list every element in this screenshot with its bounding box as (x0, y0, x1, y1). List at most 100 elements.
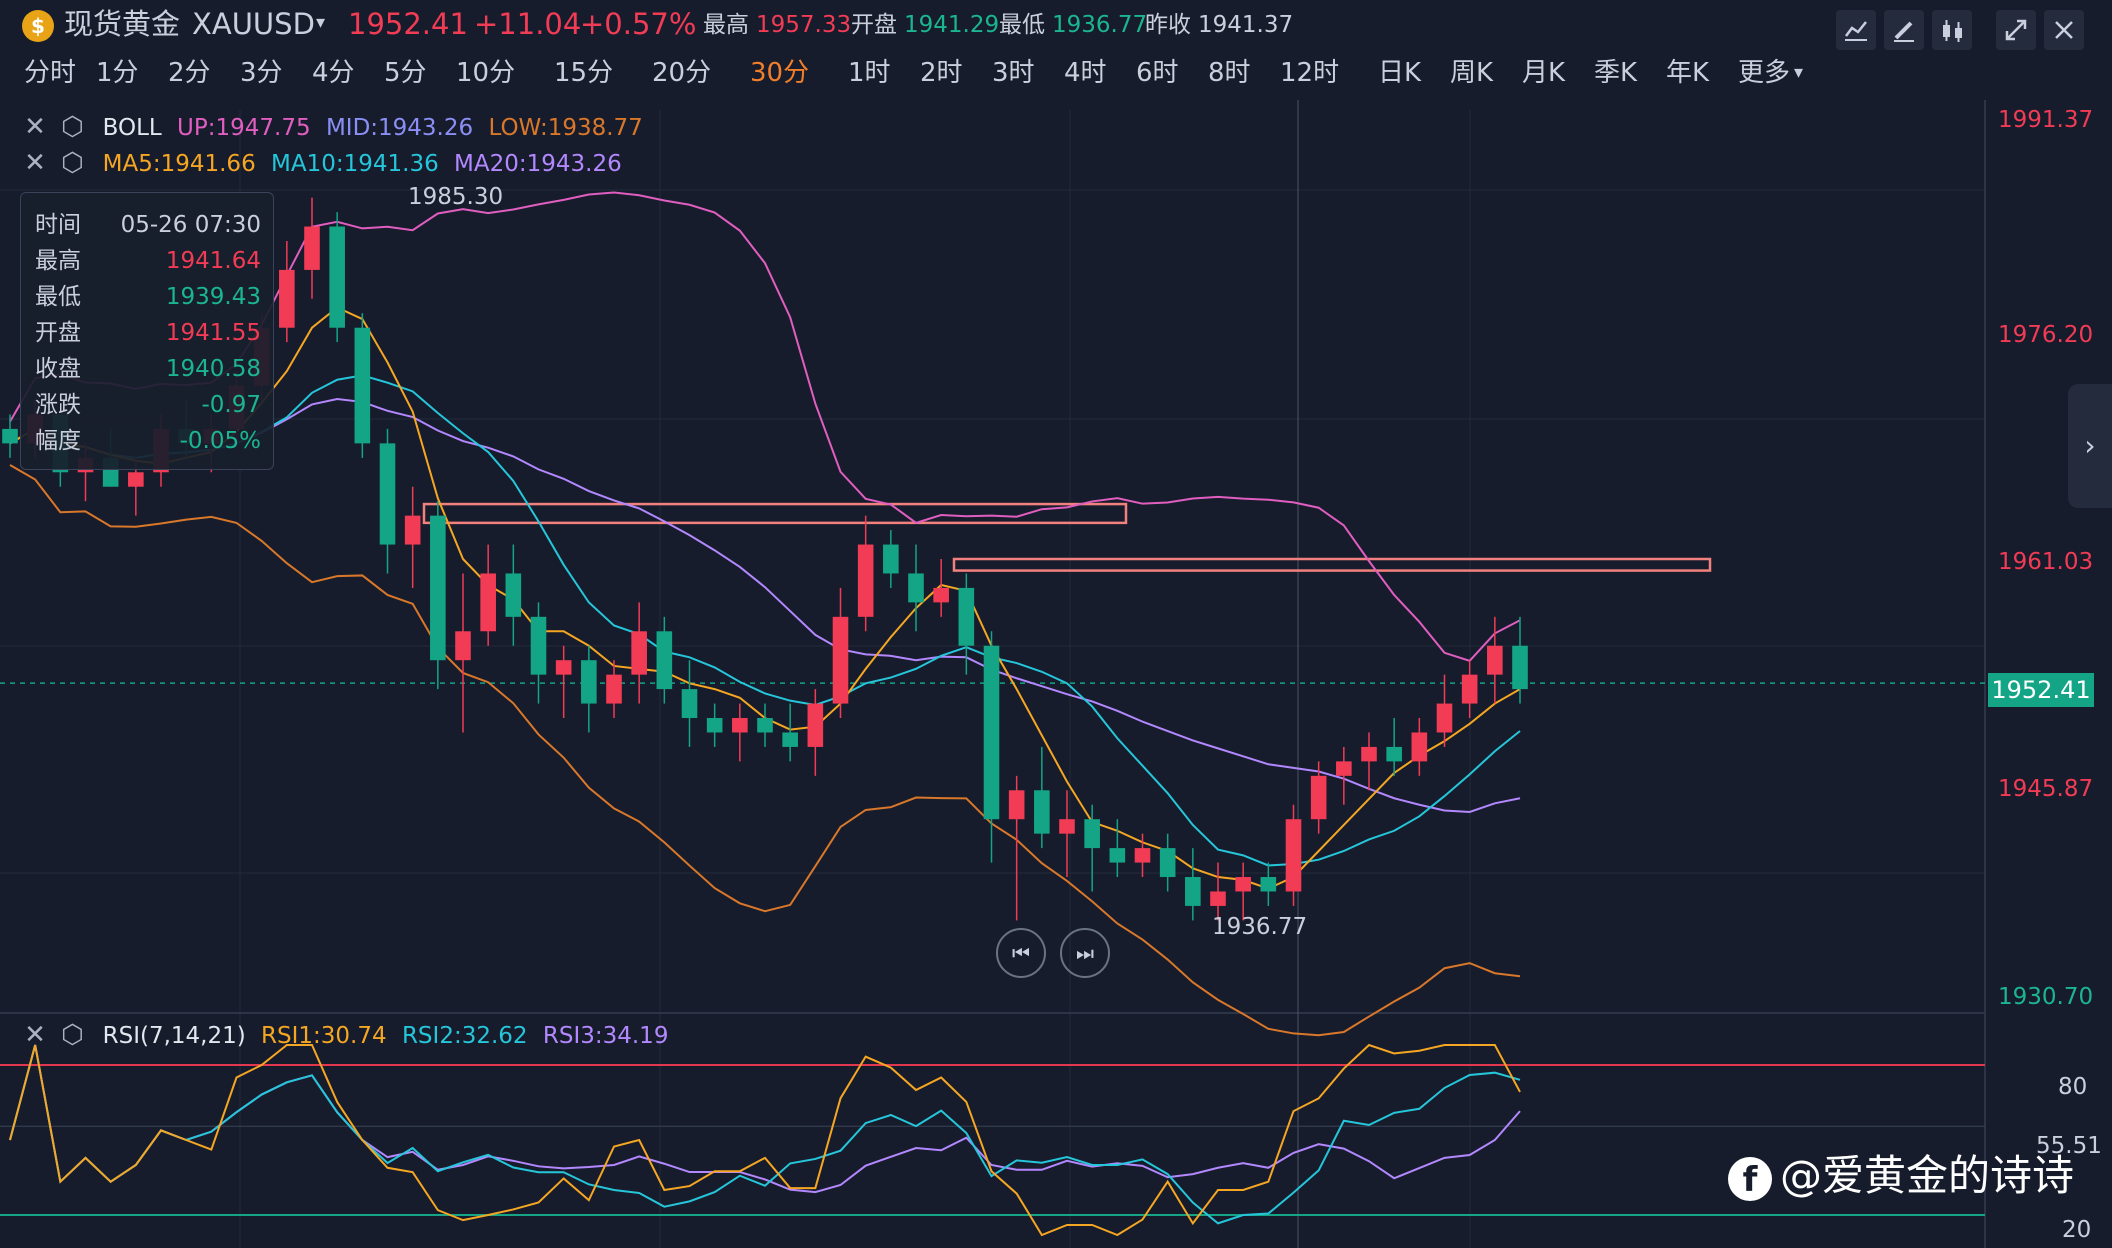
candle-body (1461, 674, 1478, 704)
candle-body (782, 732, 798, 747)
candle-body (1134, 848, 1151, 863)
candle-body (983, 645, 1000, 820)
watermark-text: @爱黄金的诗诗 (1780, 1151, 2075, 1200)
ma-legend: ✕ ⬡ MA5:1941.66 MA10:1941.36 MA20:1943.2… (20, 148, 622, 179)
period-tab[interactable]: 6时 (1136, 58, 1179, 88)
price-change: +11.04 (474, 7, 582, 41)
step-forward-icon[interactable]: ⏭ (1060, 928, 1110, 978)
high-label: 最高 (703, 12, 749, 38)
instrument-title[interactable]: 现货黄金 (64, 7, 181, 41)
candle-body (530, 616, 547, 675)
period-tab[interactable]: 4时 (1064, 58, 1107, 88)
price-axis-label: 1945.87 (1998, 776, 2094, 802)
high-value: 1957.33 (756, 12, 852, 38)
close-icon[interactable] (2044, 10, 2084, 50)
candle-body (958, 587, 975, 646)
candle-body (1084, 819, 1100, 849)
candle-body (1109, 848, 1126, 863)
candle-body (379, 443, 396, 545)
close-icon[interactable]: ✕ (24, 112, 46, 142)
candle-body (883, 544, 899, 574)
settings-icon[interactable]: ⬡ (60, 148, 84, 178)
boll-label: BOLL (102, 115, 162, 141)
candle-body (1159, 848, 1176, 878)
candle-body (1059, 819, 1075, 834)
candle-body (732, 718, 748, 733)
price-change-pct: +0.57% (580, 7, 697, 41)
resistance-zone (422, 502, 1128, 525)
period-tab[interactable]: 10分 (456, 58, 516, 88)
rsi1-value: RSI1:30.74 (261, 1023, 387, 1049)
period-tab[interactable]: 5分 (384, 58, 427, 88)
chart-canvas[interactable] (0, 100, 2112, 1248)
candle-body (1336, 761, 1352, 776)
period-tab[interactable]: 30分 (750, 58, 810, 88)
rsi3-value: RSI3:34.19 (542, 1023, 669, 1049)
tt-amp-label: 幅度 (35, 428, 81, 454)
candle-body (832, 616, 849, 704)
rsi3-line (9, 1044, 1521, 1194)
tt-low-value: 1939.43 (165, 284, 261, 310)
candle-body (908, 573, 924, 603)
candlestick-icon[interactable] (1932, 10, 1972, 50)
period-tab[interactable]: 1时 (848, 58, 891, 88)
period-tab[interactable]: 月K (1522, 58, 1566, 88)
caret-down-icon[interactable]: ▾ (1794, 62, 1804, 83)
candle-body (581, 660, 597, 704)
candle-body (455, 631, 471, 661)
prev-close-label: 昨收 (1145, 12, 1191, 38)
candle-body (354, 327, 371, 444)
settings-icon[interactable]: ⬡ (60, 1020, 84, 1050)
pencil-icon[interactable] (1884, 10, 1924, 50)
high-mark-label: 1985.30 (408, 184, 504, 210)
period-tab[interactable]: 20分 (652, 58, 712, 88)
candle-body (857, 544, 874, 617)
rsi-axis-label: 55.51 (2036, 1133, 2102, 1159)
current-price: 1952.41 (348, 7, 468, 41)
period-tab[interactable]: 15分 (554, 58, 614, 88)
candle-body (2, 428, 18, 444)
candle-body (656, 631, 673, 690)
tt-open-label: 开盘 (35, 320, 81, 346)
period-tab[interactable]: 3分 (240, 58, 283, 88)
rsi-axis-label: 20 (2062, 1217, 2092, 1243)
instrument-symbol[interactable]: XAUUSD (192, 7, 315, 41)
collapse-icon[interactable] (1996, 10, 2036, 50)
close-icon[interactable]: ✕ (24, 148, 46, 178)
close-icon[interactable]: ✕ (24, 1020, 46, 1050)
price-axis-label: 1930.70 (1998, 984, 2094, 1010)
boll-legend: ✕ ⬡ BOLL UP:1947.75 MID:1943.26 LOW:1938… (20, 112, 643, 143)
line-chart-icon[interactable] (1836, 10, 1876, 50)
candle-body (1436, 703, 1453, 733)
candle-body (1487, 645, 1503, 675)
chevron-right-icon[interactable]: › (2068, 384, 2112, 508)
period-tab[interactable]: 2分 (168, 58, 211, 88)
period-tab[interactable]: 3时 (992, 58, 1035, 88)
period-tab[interactable]: 2时 (920, 58, 963, 88)
period-tab[interactable]: 季K (1594, 58, 1638, 88)
period-tab[interactable]: 12时 (1280, 58, 1340, 88)
tt-time-value: 05-26 07:30 (120, 212, 261, 238)
rsi2-line (9, 1044, 1521, 1225)
period-tab[interactable]: 更多 (1738, 58, 1791, 88)
period-tab[interactable]: 8时 (1208, 58, 1251, 88)
candle-body (279, 269, 295, 328)
ma20-value: MA20:1943.26 (454, 151, 622, 177)
rsi-axis-label: 80 (2058, 1074, 2088, 1100)
period-tab[interactable]: 日K (1378, 58, 1422, 88)
step-back-icon[interactable]: ⏮ (996, 928, 1046, 978)
candle-body (1210, 891, 1226, 906)
candle-body (1285, 819, 1302, 892)
candle-body (681, 689, 698, 719)
candle-body (757, 718, 773, 733)
caret-down-icon[interactable]: ▾ (316, 12, 326, 33)
period-tab[interactable]: 周K (1450, 58, 1494, 88)
rsi-label: RSI(7,14,21) (102, 1023, 246, 1049)
period-tab[interactable]: 1分 (96, 58, 139, 88)
period-tab[interactable]: 分时 (24, 58, 77, 88)
period-tab[interactable]: 4分 (312, 58, 355, 88)
period-tab[interactable]: 年K (1666, 58, 1710, 88)
settings-icon[interactable]: ⬡ (60, 112, 84, 142)
candle-body (1361, 746, 1377, 762)
resistance-zone (952, 557, 1712, 572)
